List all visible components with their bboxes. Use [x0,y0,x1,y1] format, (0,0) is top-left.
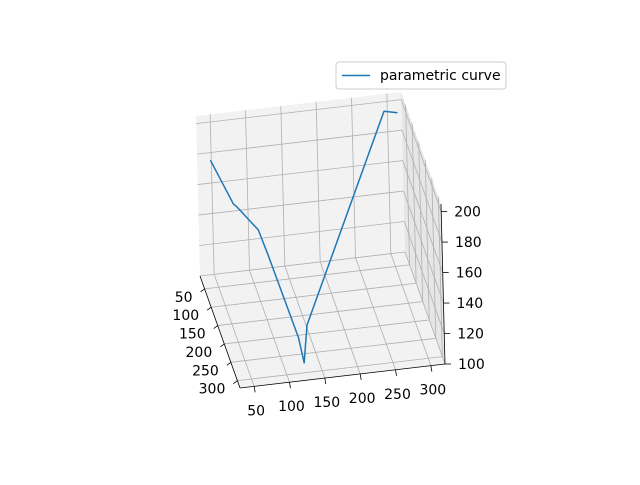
grid-z-right [401,129,443,243]
grid-y-floor [217,301,423,326]
grid-x-back [245,110,250,271]
z-tick-label: 180 [455,235,482,251]
grid-x-floor [213,274,255,387]
grid-z-back [196,129,402,155]
grid-x-floor [284,265,326,379]
grid-z-back [199,221,405,246]
grid-y-floor [204,264,410,290]
grid-y-floor [237,356,443,382]
y-tick [200,288,205,293]
grid-z-right [404,251,446,365]
grid-x-floor [355,257,396,370]
grid-z-back [197,160,403,185]
grid-z-back [199,251,406,277]
y-tick-label: 100 [172,308,199,324]
y-tick [206,306,212,311]
tick-marks [200,211,451,393]
grid-y-right [411,123,417,284]
grid-y-floor [211,282,417,308]
y-tick [213,325,218,329]
grid-z-right [403,221,445,334]
series-line [209,110,398,364]
x-tick-label: 300 [419,383,446,399]
z-tick-label: 100 [458,357,485,373]
grid-z-back [196,99,402,125]
z-tick-label: 160 [456,266,483,282]
legend-box [335,61,507,90]
grid-y-right [418,141,424,302]
pane-right [401,92,445,364]
y-tick [233,380,238,384]
grid-z-right [400,99,442,212]
y-tick-label: 50 [175,290,193,306]
grid-z-right [403,190,444,304]
grid-x-back [280,106,286,267]
x-tick-label: 250 [384,387,411,403]
y-tick [226,361,232,366]
axis-lines [199,203,446,389]
tick-labels: 50 100 150 200 250 300 50 100 150 200 250 300 100 120… [172,205,484,420]
grid-x-back [209,114,215,275]
pane-floor [200,252,445,388]
y-tick-label: 300 [199,382,226,398]
z-tick-label: 120 [457,327,484,343]
x-tick [359,373,362,380]
axes-panes [196,92,445,388]
y-tick-label: 200 [186,345,213,361]
grid-y-right [431,178,437,339]
grid-x-back [386,93,392,254]
y-axis-line [199,275,241,389]
x-tick [324,378,327,385]
grid-z-back [198,190,404,216]
z-tick-label: 140 [456,296,483,312]
legend-label: parametric curve [380,68,501,84]
grid-x-floor [249,270,290,383]
x-tick [253,386,256,393]
x-tick-label: 200 [349,391,376,407]
grid-y-floor [224,319,430,345]
grid-x-back [315,101,321,262]
y-tick [220,343,225,348]
z-axis-line [440,203,446,365]
x-tick-label: 100 [278,399,305,415]
x-axis-line [239,363,446,389]
grid-y-right [424,159,430,320]
x-tick-label: 50 [247,403,265,419]
x-tick-label: 150 [313,395,340,411]
grid-x-back [351,97,356,258]
x-tick [430,365,433,372]
x-tick [289,382,291,389]
grid-y-floor [230,337,436,363]
y-tick-label: 250 [192,363,219,379]
grid-y-right [405,104,410,265]
grid-x-floor [319,261,361,375]
legend: parametric curve [335,61,507,90]
grid-lines [196,93,446,387]
grid-z-right [402,160,444,273]
series-lines [209,110,398,364]
z-tick-label: 200 [454,205,481,221]
x-tick [395,369,397,376]
grid-y-right [437,196,443,357]
grid-x-floor [390,253,432,366]
y-tick-label: 150 [179,327,206,343]
